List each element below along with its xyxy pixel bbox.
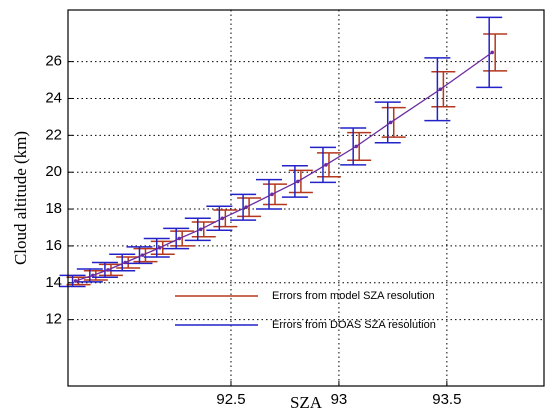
data-point [388,120,393,125]
x-tick-label: 92.5 [216,391,245,408]
data-point [324,163,328,167]
error-bar [237,197,262,218]
error-bar [281,164,308,198]
data-point [157,245,162,250]
legend-label: Errors from DOAS SZA resolution [272,319,436,331]
y-tick-label: 12 [45,311,62,328]
y-tick-label: 18 [45,200,62,217]
y-axis-label: Cloud altitude (km) [11,131,30,265]
x-axis-label: SZA [290,393,323,412]
data-point [198,227,203,232]
data-point [177,236,181,241]
error-bar [98,263,123,277]
data-point [244,205,248,210]
data-point [91,273,95,278]
error-bar [191,221,216,238]
data-point [73,279,78,283]
error-bar [184,217,211,242]
error-bar [347,131,372,161]
error-bar [91,261,118,279]
error-bar [309,146,336,184]
x-tick-label: 93 [331,391,348,408]
error-bar [213,209,238,228]
error-bar [374,101,401,144]
error-bar [256,178,282,210]
error-bar [206,205,233,232]
error-bar [143,237,170,258]
data-point [220,216,225,221]
error-bar [483,33,508,72]
error-bar [431,70,456,108]
error-bar [59,274,86,288]
y-tick-label: 22 [45,126,62,143]
y-tick-label: 16 [45,237,62,254]
data-point [296,179,300,184]
error-bar [150,240,175,255]
error-bar [76,268,103,283]
error-bar [381,106,406,138]
error-bar [170,230,195,247]
error-bar [316,152,341,178]
error-bar [288,169,313,194]
data-point [106,268,110,272]
y-tick-label: 20 [45,163,62,180]
error-bar [263,183,287,206]
y-tick-label: 26 [45,53,62,70]
error-bar [133,247,158,263]
data-point [270,192,274,197]
plot-frame [67,9,545,387]
y-tick-label: 14 [45,274,62,291]
error-bar [126,246,153,265]
error-bar [230,193,257,221]
data-point [123,260,128,265]
error-bar [424,57,451,122]
y-tick-label: 24 [45,89,62,106]
legend-label: Errors from model SZA resolution [272,290,435,302]
error-bar [340,127,367,166]
data-point [438,87,443,92]
error-bar [476,16,503,89]
error-bar [163,227,190,250]
error-bar [109,253,136,272]
data-point [140,253,145,257]
data-point [354,144,358,149]
error-bar [116,256,141,269]
data-point [490,50,494,55]
x-tick-label: 93.5 [432,391,461,408]
